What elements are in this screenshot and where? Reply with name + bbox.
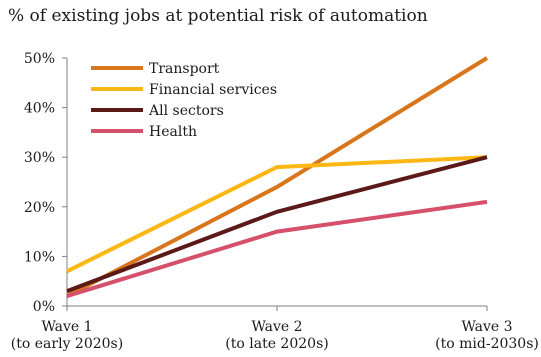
x-tick-sublabel: (to mid-2030s) xyxy=(435,336,539,352)
legend-label: Transport xyxy=(149,61,220,77)
series-line-health xyxy=(66,199,488,298)
x-tick-label: Wave 1 xyxy=(41,319,92,335)
y-tick-label: 0% xyxy=(33,299,55,315)
series-line-all-sectors xyxy=(66,155,488,293)
chart-title: % of existing jobs at potential risk of … xyxy=(8,6,428,26)
y-tick-label: 50% xyxy=(24,51,55,67)
legend-label: Financial services xyxy=(149,82,277,98)
x-tick-sublabel: (to early 2020s) xyxy=(11,336,123,352)
y-tick-label: 10% xyxy=(24,249,55,265)
legend-label: All sectors xyxy=(148,103,224,119)
y-tick-label: 40% xyxy=(24,101,55,117)
series-line-financial-services xyxy=(66,155,488,274)
y-tick-label: 20% xyxy=(24,200,55,216)
x-tick-sublabel: (to late 2020s) xyxy=(225,336,328,352)
legend-label: Health xyxy=(149,124,197,140)
x-tick-label: Wave 2 xyxy=(251,319,302,335)
x-tick-label: Wave 3 xyxy=(461,319,512,335)
y-tick-label: 30% xyxy=(24,150,55,166)
series-line-transport xyxy=(66,56,489,298)
